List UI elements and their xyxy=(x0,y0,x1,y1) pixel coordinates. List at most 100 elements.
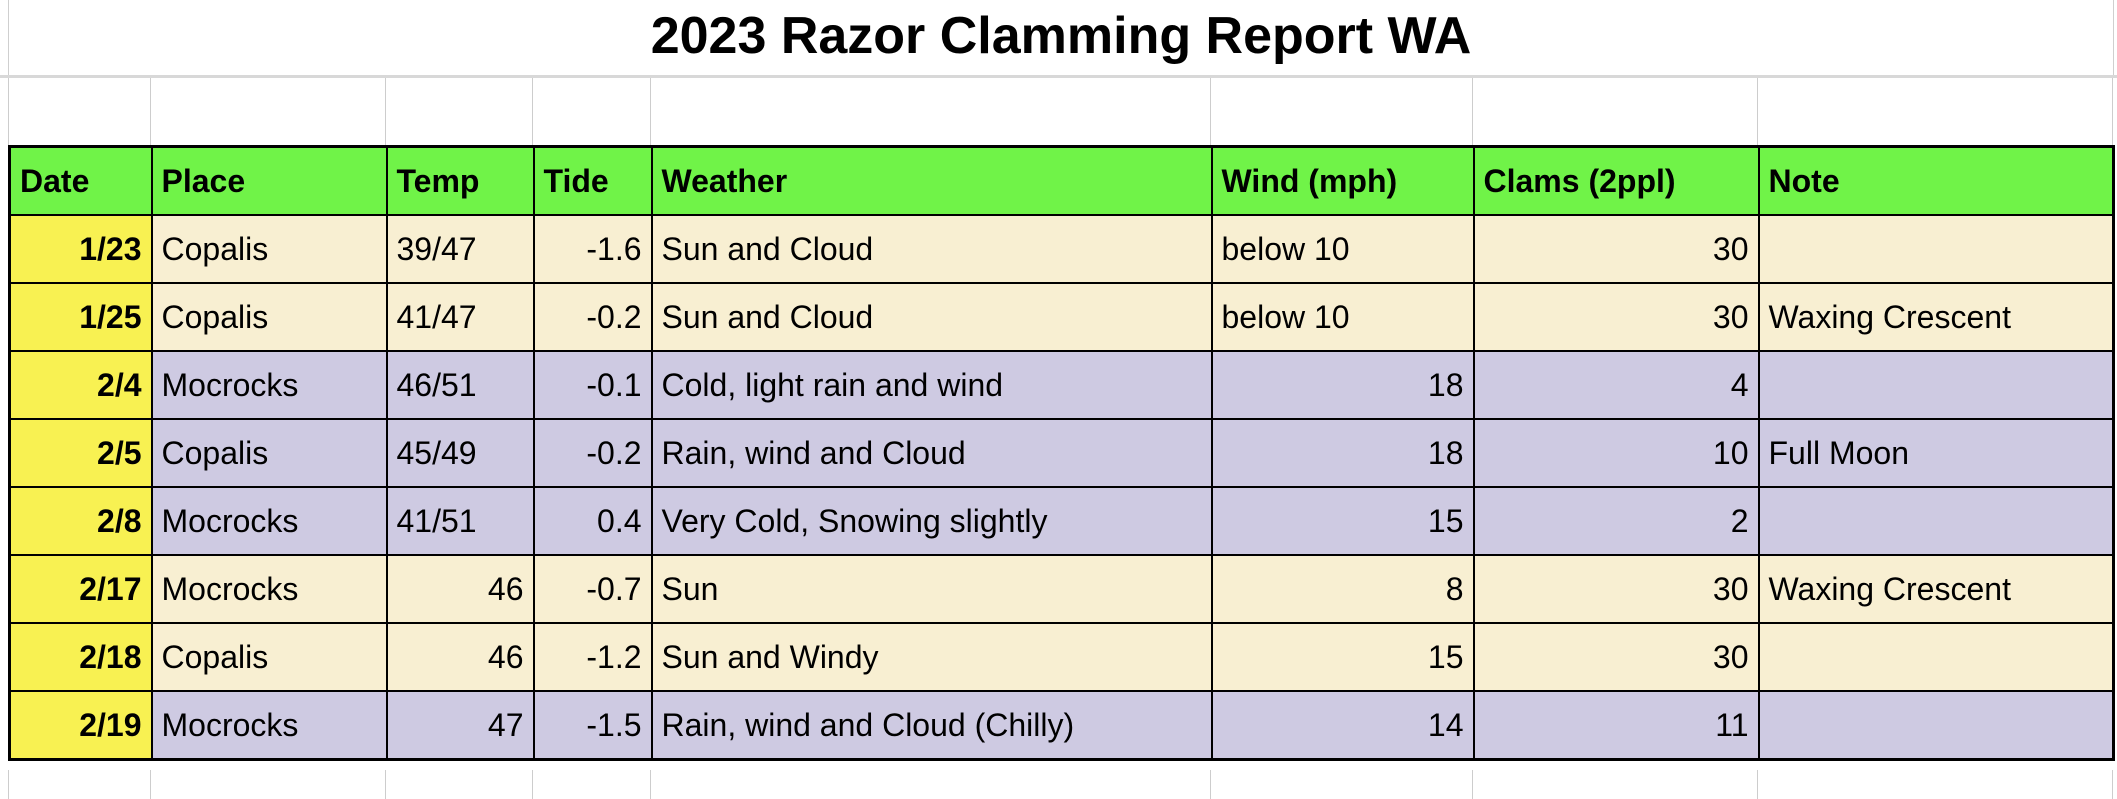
cell-clams[interactable]: 2 xyxy=(1472,486,1760,556)
gridline xyxy=(532,78,533,145)
cell-wind[interactable]: 18 xyxy=(1210,418,1475,488)
cell-weather[interactable]: Very Cold, Snowing slightly xyxy=(650,486,1213,556)
cell-date[interactable]: 2/19 xyxy=(8,690,153,761)
cell-place[interactable]: Copalis xyxy=(150,622,388,692)
cell-date[interactable]: 2/8 xyxy=(8,486,153,556)
cell-note[interactable] xyxy=(1757,214,2115,284)
cell-wind[interactable]: 8 xyxy=(1210,554,1475,624)
cell-date[interactable]: 1/25 xyxy=(8,282,153,352)
cell-note[interactable]: Waxing Crescent xyxy=(1757,282,2115,352)
cell-date[interactable]: 2/17 xyxy=(8,554,153,624)
cell-note[interactable] xyxy=(1757,486,2115,556)
cell-wind[interactable]: below 10 xyxy=(1210,282,1475,352)
table-row: 1/25 Copalis 41/47 -0.2 Sun and Cloud be… xyxy=(8,282,2115,352)
cell-clams[interactable]: 10 xyxy=(1472,418,1760,488)
cell-place[interactable]: Mocrocks xyxy=(150,486,388,556)
gridline xyxy=(1757,78,1758,145)
cell-tide[interactable]: -1.6 xyxy=(532,214,653,284)
gridline xyxy=(385,78,386,145)
cell-wind[interactable]: 14 xyxy=(1210,690,1475,761)
table-row: 1/23 Copalis 39/47 -1.6 Sun and Cloud be… xyxy=(8,214,2115,284)
cell-temp[interactable]: 45/49 xyxy=(385,418,535,488)
cell-weather[interactable]: Rain, wind and Cloud (Chilly) xyxy=(650,690,1213,761)
column-header-note[interactable]: Note xyxy=(1757,145,2115,216)
cell-note[interactable] xyxy=(1757,622,2115,692)
cell-temp[interactable]: 46 xyxy=(385,554,535,624)
cell-tide[interactable]: 0.4 xyxy=(532,486,653,556)
column-header-place[interactable]: Place xyxy=(150,145,388,216)
cell-place[interactable]: Copalis xyxy=(150,418,388,488)
gridline xyxy=(1472,770,1473,799)
gridline xyxy=(8,78,9,145)
cell-date[interactable]: 1/23 xyxy=(8,214,153,284)
cell-note[interactable] xyxy=(1757,350,2115,420)
cell-weather[interactable]: Rain, wind and Cloud xyxy=(650,418,1213,488)
sheet-title[interactable]: 2023 Razor Clamming Report WA xyxy=(650,7,1472,65)
cell-clams[interactable]: 30 xyxy=(1472,214,1760,284)
header-row: Date Place Temp Tide Weather Wind (mph) … xyxy=(8,145,2115,216)
cell-weather[interactable]: Cold, light rain and wind xyxy=(650,350,1213,420)
cell-place[interactable]: Copalis xyxy=(150,282,388,352)
gridline xyxy=(650,770,651,799)
cell-temp[interactable]: 41/51 xyxy=(385,486,535,556)
column-header-tide[interactable]: Tide xyxy=(532,145,653,216)
table-row: 2/17 Mocrocks 46 -0.7 Sun 8 30 Waxing Cr… xyxy=(8,554,2115,624)
cell-place[interactable]: Mocrocks xyxy=(150,350,388,420)
cell-temp[interactable]: 39/47 xyxy=(385,214,535,284)
cell-weather[interactable]: Sun and Cloud xyxy=(650,282,1213,352)
cell-weather[interactable]: Sun and Windy xyxy=(650,622,1213,692)
cell-place[interactable]: Copalis xyxy=(150,214,388,284)
gridline xyxy=(650,78,651,145)
cell-wind[interactable]: 15 xyxy=(1210,622,1475,692)
cell-tide[interactable]: -0.1 xyxy=(532,350,653,420)
cell-date[interactable]: 2/4 xyxy=(8,350,153,420)
table-row: 2/19 Mocrocks 47 -1.5 Rain, wind and Clo… xyxy=(8,690,2115,761)
cell-date[interactable]: 2/5 xyxy=(8,418,153,488)
cell-tide[interactable]: -1.5 xyxy=(532,690,653,761)
cell-weather[interactable]: Sun and Cloud xyxy=(650,214,1213,284)
cell-wind[interactable]: 15 xyxy=(1210,486,1475,556)
gridline xyxy=(1472,78,1473,145)
gridline xyxy=(2112,78,2113,145)
cell-tide[interactable]: -0.2 xyxy=(532,282,653,352)
cell-wind[interactable]: 18 xyxy=(1210,350,1475,420)
cell-tide[interactable]: -1.2 xyxy=(532,622,653,692)
cell-clams[interactable]: 30 xyxy=(1472,622,1760,692)
bottom-row-gridlines xyxy=(0,770,2117,799)
cell-temp[interactable]: 47 xyxy=(385,690,535,761)
gridline xyxy=(8,770,9,799)
cell-clams[interactable]: 30 xyxy=(1472,282,1760,352)
cell-tide[interactable]: -0.2 xyxy=(532,418,653,488)
column-header-clams[interactable]: Clams (2ppl) xyxy=(1472,145,1760,216)
gridline xyxy=(1210,78,1211,145)
cell-clams[interactable]: 11 xyxy=(1472,690,1760,761)
cell-note[interactable]: Full Moon xyxy=(1757,418,2115,488)
cell-clams[interactable]: 4 xyxy=(1472,350,1760,420)
gridline xyxy=(532,770,533,799)
table-row: 2/18 Copalis 46 -1.2 Sun and Windy 15 30 xyxy=(8,622,2115,692)
cell-temp[interactable]: 41/47 xyxy=(385,282,535,352)
table-row: 2/4 Mocrocks 46/51 -0.1 Cold, light rain… xyxy=(8,350,2115,420)
cell-temp[interactable]: 46/51 xyxy=(385,350,535,420)
cell-place[interactable]: Mocrocks xyxy=(150,554,388,624)
column-header-wind[interactable]: Wind (mph) xyxy=(1210,145,1475,216)
cell-place[interactable]: Mocrocks xyxy=(150,690,388,761)
cell-clams[interactable]: 30 xyxy=(1472,554,1760,624)
column-header-date[interactable]: Date xyxy=(8,145,153,216)
gridline xyxy=(2112,770,2113,799)
gridline xyxy=(150,770,151,799)
cell-temp[interactable]: 46 xyxy=(385,622,535,692)
clamming-report-table: Date Place Temp Tide Weather Wind (mph) … xyxy=(8,145,2115,761)
cell-date[interactable]: 2/18 xyxy=(8,622,153,692)
gridline xyxy=(1757,770,1758,799)
cell-tide[interactable]: -0.7 xyxy=(532,554,653,624)
gridline xyxy=(150,78,151,145)
cell-weather[interactable]: Sun xyxy=(650,554,1213,624)
column-header-temp[interactable]: Temp xyxy=(385,145,535,216)
table-row: 2/8 Mocrocks 41/51 0.4 Very Cold, Snowin… xyxy=(8,486,2115,556)
cell-note[interactable]: Waxing Crescent xyxy=(1757,554,2115,624)
cell-wind[interactable]: below 10 xyxy=(1210,214,1475,284)
cell-note[interactable] xyxy=(1757,690,2115,761)
column-header-weather[interactable]: Weather xyxy=(650,145,1213,216)
